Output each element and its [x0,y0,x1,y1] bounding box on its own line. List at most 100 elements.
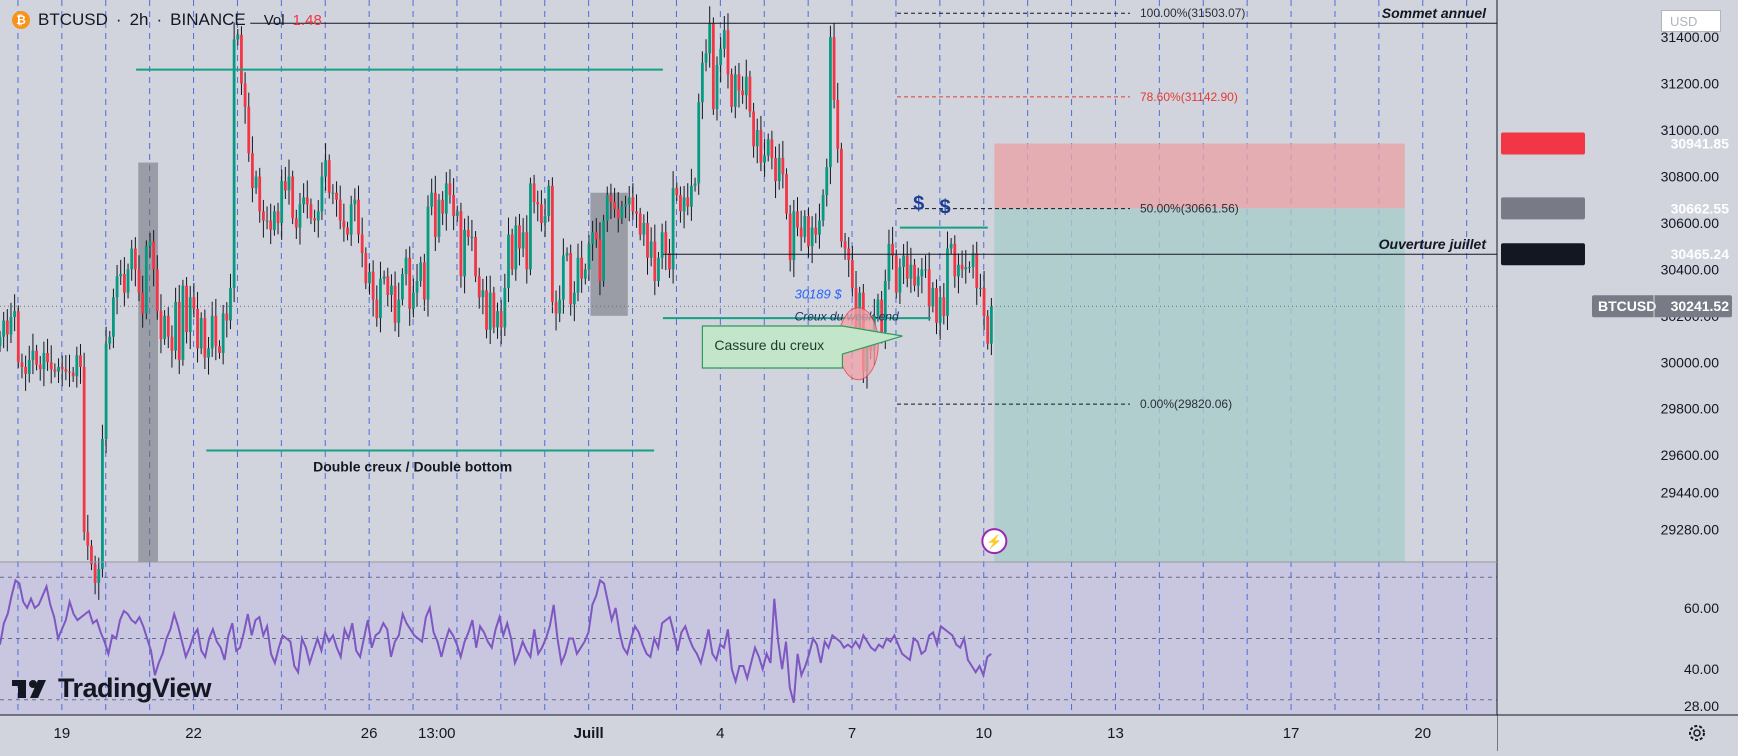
fib-level-label: 50.00%(30661.56) [1140,202,1239,216]
candle [803,210,807,243]
candle-body [503,287,507,328]
candle [313,209,317,232]
candle [477,267,481,309]
candle [280,169,284,240]
candle-body [627,197,631,205]
candle-body [825,167,829,196]
candle [82,352,86,541]
candle [587,235,591,281]
candle-body [188,297,192,333]
candle-body [883,281,887,333]
candle [305,180,309,219]
candle [569,244,573,316]
candle-body [602,220,606,281]
candle-body [477,276,481,298]
candle [968,261,971,273]
price-badge-value: 30241.52 [1671,298,1730,314]
time-tick-label: 10 [975,725,992,742]
candle-body [291,176,295,219]
candle-body [459,211,463,277]
candle [807,207,810,258]
candle [657,251,660,287]
candle [777,143,781,190]
candle-body [9,316,13,335]
volume-label[interactable]: Vol [263,11,285,29]
time-tick-label: 13 [1107,725,1124,742]
candle [635,194,638,228]
candle [902,244,905,285]
candle-body [521,232,525,249]
candle-body [565,253,569,256]
candle [642,214,646,246]
candle [35,344,38,371]
candle [104,326,108,454]
candle [913,258,916,292]
candle-body [93,564,97,583]
fib-level-label: 100.00%(31503.07) [1140,6,1245,20]
candle [704,39,708,72]
candle-body [752,111,755,147]
candle-body [130,248,134,270]
candle-body [898,267,902,293]
candle [411,278,415,318]
candle [719,37,723,82]
candle-body [452,195,456,216]
candle-body [591,232,595,244]
candle-body [982,287,986,316]
candle [770,130,774,170]
candle [481,278,485,315]
candle-body [79,355,82,367]
symbol-name[interactable]: BTCUSD [38,10,108,29]
candle-body [660,232,664,258]
candle-body [379,278,382,319]
candle-body [101,438,104,569]
timeframe-label[interactable]: 2h [129,10,149,29]
candle [485,276,488,339]
symbol-header[interactable]: ₿ BTCUSD · 2h · BINANCE Vol 1.48 [12,10,322,30]
candle [452,178,456,231]
candle [75,346,79,388]
candle-body [902,255,905,268]
candle-body [243,83,247,107]
price-badge-symbol: BTCUSD [1598,298,1656,314]
candle [474,231,477,283]
candle [664,220,668,271]
candle [591,220,595,261]
candle [733,65,737,119]
time-tick-label: 20 [1414,725,1431,742]
candle [927,252,931,321]
candle-body [466,229,470,237]
candle-body [24,366,28,374]
candle [386,267,390,307]
candle-body [294,218,298,228]
candle [349,195,353,246]
candle [170,325,174,368]
candle [821,189,825,227]
candle [130,239,134,281]
currency-select[interactable]: USD [1661,10,1721,32]
candle-body [671,188,675,270]
candle-body [770,139,774,158]
candle-body [679,195,682,212]
dollar-annotation: $ [939,197,950,219]
candle-body [587,243,591,270]
candle-body [953,243,957,277]
candle [254,170,258,194]
candle [748,70,752,118]
candle-body [324,160,327,177]
candle-body [957,264,960,277]
candle-body [960,264,964,270]
candle-body [155,269,159,312]
rsi-tick-label: 28.00 [1684,698,1719,714]
candle-body [2,320,6,337]
candle-body [748,76,752,112]
tradingview-logo[interactable]: TradingView [12,673,212,704]
candle-body [909,264,913,279]
candle [690,168,693,221]
candle-body [561,255,565,300]
candle [265,206,269,230]
candle [982,271,986,331]
candle-body [583,269,587,279]
dollar-annotation: $ [913,193,924,215]
